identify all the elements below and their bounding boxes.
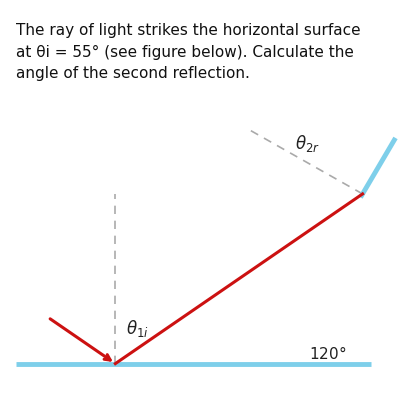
Text: $\theta_{1i}$: $\theta_{1i}$ (126, 318, 148, 339)
Text: $120°$: $120°$ (309, 345, 346, 362)
Text: $\theta_{2r}$: $\theta_{2r}$ (295, 133, 320, 154)
Text: The ray of light strikes the horizontal surface
at θi = 55° (see figure below). : The ray of light strikes the horizontal … (16, 23, 361, 82)
